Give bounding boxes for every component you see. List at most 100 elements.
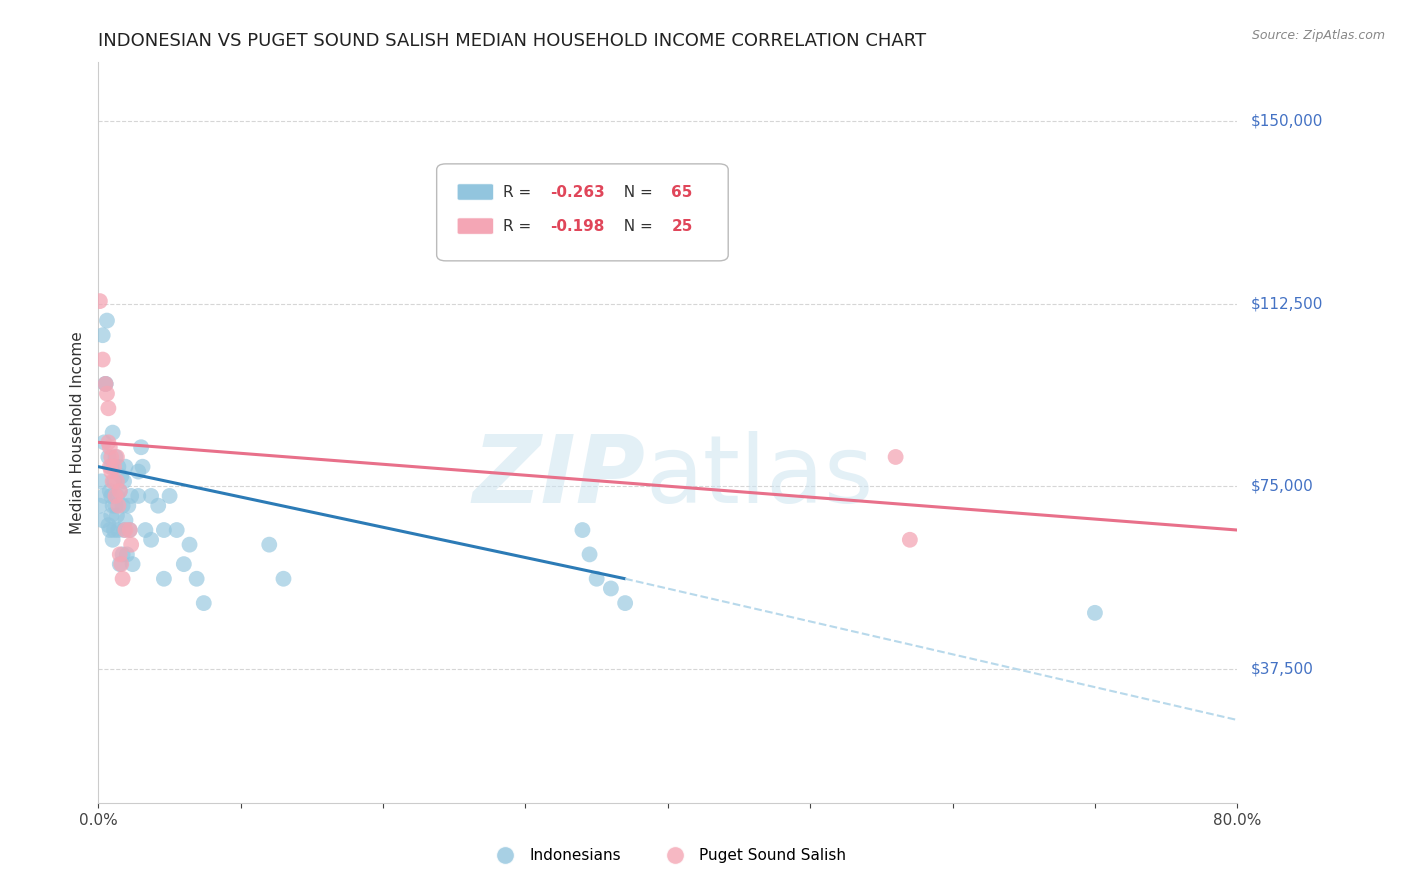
Point: [108, 484, 131, 499]
Point: [103, 523, 125, 537]
Point: [153, 523, 176, 537]
Point: [89, 499, 111, 513]
Point: [114, 513, 136, 527]
Point: [97, 518, 120, 533]
FancyBboxPatch shape: [457, 218, 494, 235]
Point: [100, 465, 122, 479]
Point: [884, 450, 907, 464]
Point: [117, 499, 139, 513]
Point: [107, 499, 129, 513]
Point: [134, 523, 156, 537]
FancyBboxPatch shape: [457, 184, 494, 200]
Point: [105, 489, 128, 503]
Text: ZIP: ZIP: [472, 431, 645, 523]
Point: [118, 523, 141, 537]
Point: [179, 538, 201, 552]
Point: [153, 572, 176, 586]
Point: [139, 489, 162, 503]
Point: [139, 533, 162, 547]
Text: $75,000: $75,000: [1251, 479, 1315, 493]
Point: [101, 475, 124, 489]
Y-axis label: Median Household Income: Median Household Income: [69, 331, 84, 534]
Point: [129, 440, 152, 454]
Point: [571, 523, 593, 537]
Text: 65: 65: [671, 185, 693, 200]
Point: [108, 484, 131, 499]
Point: [100, 508, 122, 523]
Point: [91, 513, 114, 527]
Point: [148, 499, 170, 513]
Point: [107, 459, 129, 474]
Text: atlas: atlas: [645, 431, 873, 523]
Point: [111, 499, 134, 513]
Point: [90, 475, 112, 489]
Point: [585, 572, 607, 586]
Text: $112,500: $112,500: [1251, 296, 1323, 311]
Text: R =: R =: [503, 219, 536, 234]
Text: -0.198: -0.198: [551, 219, 605, 234]
Point: [105, 508, 128, 523]
Point: [578, 548, 600, 562]
Point: [112, 475, 135, 489]
Text: $150,000: $150,000: [1251, 113, 1323, 128]
Point: [104, 499, 127, 513]
Point: [114, 459, 136, 474]
Point: [97, 401, 120, 416]
Point: [259, 538, 281, 552]
Point: [91, 328, 114, 343]
Point: [110, 557, 132, 571]
Text: R =: R =: [503, 185, 536, 200]
Point: [107, 523, 129, 537]
Point: [96, 386, 118, 401]
Point: [108, 548, 131, 562]
Point: [120, 489, 142, 503]
Legend: Indonesians, Puget Sound Salish: Indonesians, Puget Sound Salish: [484, 842, 852, 869]
Point: [110, 469, 132, 483]
Point: [100, 450, 122, 464]
Point: [98, 459, 121, 474]
Point: [273, 572, 295, 586]
Point: [105, 475, 128, 489]
Point: [104, 489, 127, 503]
Point: [101, 533, 124, 547]
Point: [127, 465, 149, 479]
Point: [94, 376, 117, 391]
Point: [103, 475, 125, 489]
Point: [159, 489, 181, 503]
Point: [115, 548, 138, 562]
Point: [104, 450, 127, 464]
Point: [101, 425, 124, 440]
Point: [94, 376, 117, 391]
Point: [111, 548, 134, 562]
Point: [193, 596, 215, 610]
Text: -0.263: -0.263: [551, 185, 606, 200]
Point: [1084, 606, 1107, 620]
Point: [111, 572, 134, 586]
Point: [93, 489, 115, 503]
Point: [121, 557, 143, 571]
Point: [89, 294, 111, 309]
Point: [600, 582, 623, 596]
Point: [100, 489, 122, 503]
Point: [96, 313, 118, 327]
Point: [100, 459, 122, 474]
Point: [127, 489, 149, 503]
Point: [898, 533, 921, 547]
Point: [103, 459, 125, 474]
Point: [108, 557, 131, 571]
Point: [114, 523, 136, 537]
Point: [98, 484, 121, 499]
Point: [131, 459, 153, 474]
Point: [186, 572, 208, 586]
Point: [93, 435, 115, 450]
Point: [112, 523, 135, 537]
Text: Source: ZipAtlas.com: Source: ZipAtlas.com: [1251, 29, 1385, 42]
Text: N =: N =: [614, 219, 658, 234]
Point: [91, 352, 114, 367]
Point: [173, 557, 195, 571]
Text: INDONESIAN VS PUGET SOUND SALISH MEDIAN HOUSEHOLD INCOME CORRELATION CHART: INDONESIAN VS PUGET SOUND SALISH MEDIAN …: [98, 32, 927, 50]
Point: [97, 435, 120, 450]
Point: [94, 376, 117, 391]
Point: [98, 440, 121, 454]
FancyBboxPatch shape: [437, 164, 728, 260]
